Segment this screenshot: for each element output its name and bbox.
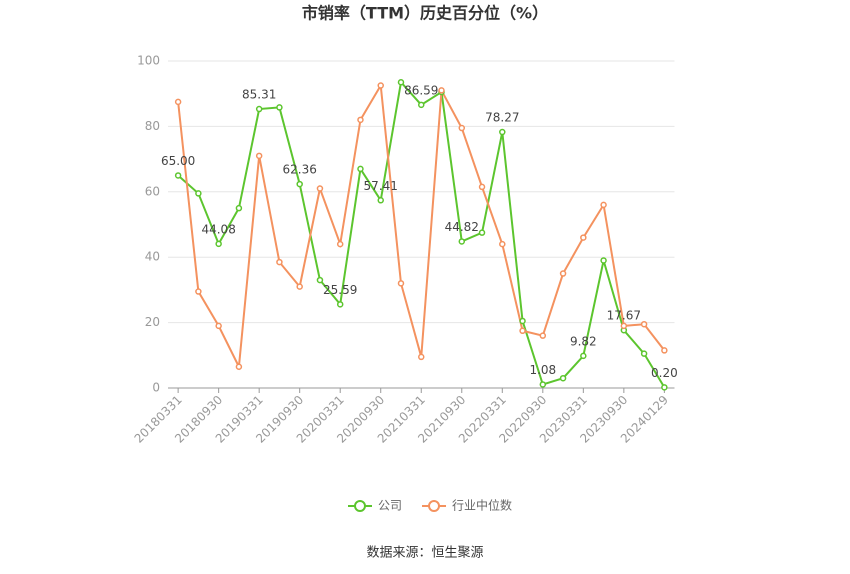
point [235,204,243,212]
point [174,98,182,106]
point [559,270,567,277]
point [539,381,547,388]
point [640,320,648,328]
data-label: 9.82 [570,334,597,348]
y-tick-label: 60 [145,184,160,198]
legend-marker [428,500,441,512]
data-label: 1.08 [529,363,556,377]
point [478,183,486,191]
point [316,185,324,192]
point [336,240,344,248]
point [276,258,283,266]
data-label: 86.59 [404,83,438,97]
data-label: 78.27 [485,111,519,125]
point [640,350,648,357]
point [580,352,587,360]
point [296,283,303,290]
source: 数据来源：恒生聚源 [366,546,483,561]
point [620,322,628,330]
data-label: 57.41 [364,179,398,193]
point [195,190,202,197]
point [600,257,607,264]
point [519,317,526,325]
point [397,79,405,86]
point [661,384,668,391]
point [276,104,283,111]
point [377,82,384,89]
point [195,288,202,295]
point [458,124,466,132]
data-label: 85.31 [242,88,276,102]
y-tick-label: 0 [152,381,160,395]
legend-label: 公司 [378,499,402,513]
point [539,332,547,339]
point [458,238,466,245]
legend-label: 行业中位数 [452,498,512,513]
point [499,128,506,136]
legend-marker [354,500,366,512]
point [418,101,425,109]
y-tick-label: 80 [145,119,160,133]
point [519,327,526,335]
point [377,197,384,204]
data-label: 25.59 [323,283,357,297]
y-tick-label: 40 [145,250,160,264]
data-label: 17.67 [607,309,641,323]
point [661,347,668,354]
series-line [177,82,666,371]
point [255,105,263,113]
point [174,172,182,179]
legend-item: 行业中位数 [422,498,512,513]
point [316,276,324,284]
point [499,240,506,248]
data-label: 65.00 [161,154,195,168]
point [215,322,222,330]
point [438,87,445,94]
legend-item: 公司 [348,499,402,513]
data-label: 62.36 [283,163,317,177]
point [296,180,303,188]
point [357,165,364,173]
data-label: 44.82 [445,220,479,234]
point [215,240,222,248]
point [600,201,607,209]
y-tick-label: 20 [145,315,160,329]
point [336,301,344,308]
point [418,353,425,361]
point [478,229,486,236]
data-label: 44.08 [201,222,235,236]
point [397,280,405,287]
data-label: 0.20 [651,366,678,380]
point [580,234,587,241]
point [255,152,263,160]
point [357,116,364,124]
point [559,374,567,382]
y-tick-label: 100 [137,54,160,68]
chart-title: 市销率（TTM）历史百分位（%） [302,4,548,23]
point [235,363,243,370]
